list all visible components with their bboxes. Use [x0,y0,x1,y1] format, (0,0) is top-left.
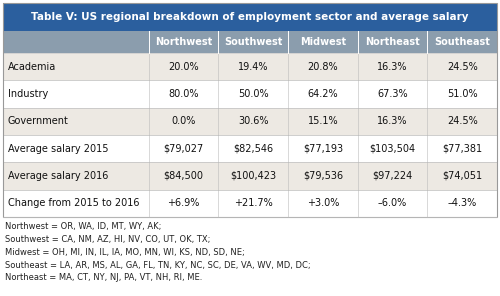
Text: 20.8%: 20.8% [308,62,338,72]
Text: 24.5%: 24.5% [447,62,478,72]
Text: 0.0%: 0.0% [172,116,196,126]
Text: +3.0%: +3.0% [306,198,339,208]
Text: Northwest = OR, WA, ID, MT, WY, AK;
Southwest = CA, NM, AZ, HI, NV, CO, UT, OK, : Northwest = OR, WA, ID, MT, WY, AK; Sout… [5,222,310,282]
Text: $82,546: $82,546 [233,144,274,154]
Bar [3,53,497,80]
Text: Industry: Industry [8,89,48,99]
Text: 15.1%: 15.1% [308,116,338,126]
Text: Midwest: Midwest [300,37,346,47]
Text: 19.4%: 19.4% [238,62,268,72]
Text: $77,193: $77,193 [303,144,343,154]
Text: –4.3%: –4.3% [448,198,477,208]
Text: 24.5%: 24.5% [447,116,478,126]
Text: Northeast: Northeast [365,37,420,47]
Text: Average salary 2016: Average salary 2016 [8,171,108,181]
Text: 16.3%: 16.3% [378,116,408,126]
Text: 20.0%: 20.0% [168,62,199,72]
Text: 51.0%: 51.0% [447,89,478,99]
Bar [3,31,497,53]
Bar [3,190,497,217]
Text: Table V: US regional breakdown of employment sector and average salary: Table V: US regional breakdown of employ… [31,12,469,22]
Bar [3,3,497,217]
Text: Northwest: Northwest [155,37,212,47]
Text: Government: Government [8,116,69,126]
Text: $100,423: $100,423 [230,171,276,181]
Text: +6.9%: +6.9% [168,198,200,208]
Text: $97,224: $97,224 [372,171,412,181]
Text: 67.3%: 67.3% [377,89,408,99]
Text: Average salary 2015: Average salary 2015 [8,144,108,154]
Text: –6.0%: –6.0% [378,198,407,208]
Text: 80.0%: 80.0% [168,89,199,99]
Bar [3,162,497,190]
Text: $74,051: $74,051 [442,171,482,181]
Bar [3,135,497,162]
Bar [3,108,497,135]
Text: $77,381: $77,381 [442,144,482,154]
Text: Academia: Academia [8,62,56,72]
Text: +21.7%: +21.7% [234,198,272,208]
Text: 16.3%: 16.3% [378,62,408,72]
Text: Southeast: Southeast [434,37,490,47]
Text: $79,027: $79,027 [164,144,203,154]
Text: 50.0%: 50.0% [238,89,268,99]
Text: 30.6%: 30.6% [238,116,268,126]
Text: Southwest: Southwest [224,37,282,47]
Text: $103,504: $103,504 [370,144,416,154]
Text: $79,536: $79,536 [303,171,343,181]
Text: $84,500: $84,500 [164,171,203,181]
Bar [3,3,497,31]
Text: 64.2%: 64.2% [308,89,338,99]
Bar [3,80,497,108]
Text: Change from 2015 to 2016: Change from 2015 to 2016 [8,198,140,208]
